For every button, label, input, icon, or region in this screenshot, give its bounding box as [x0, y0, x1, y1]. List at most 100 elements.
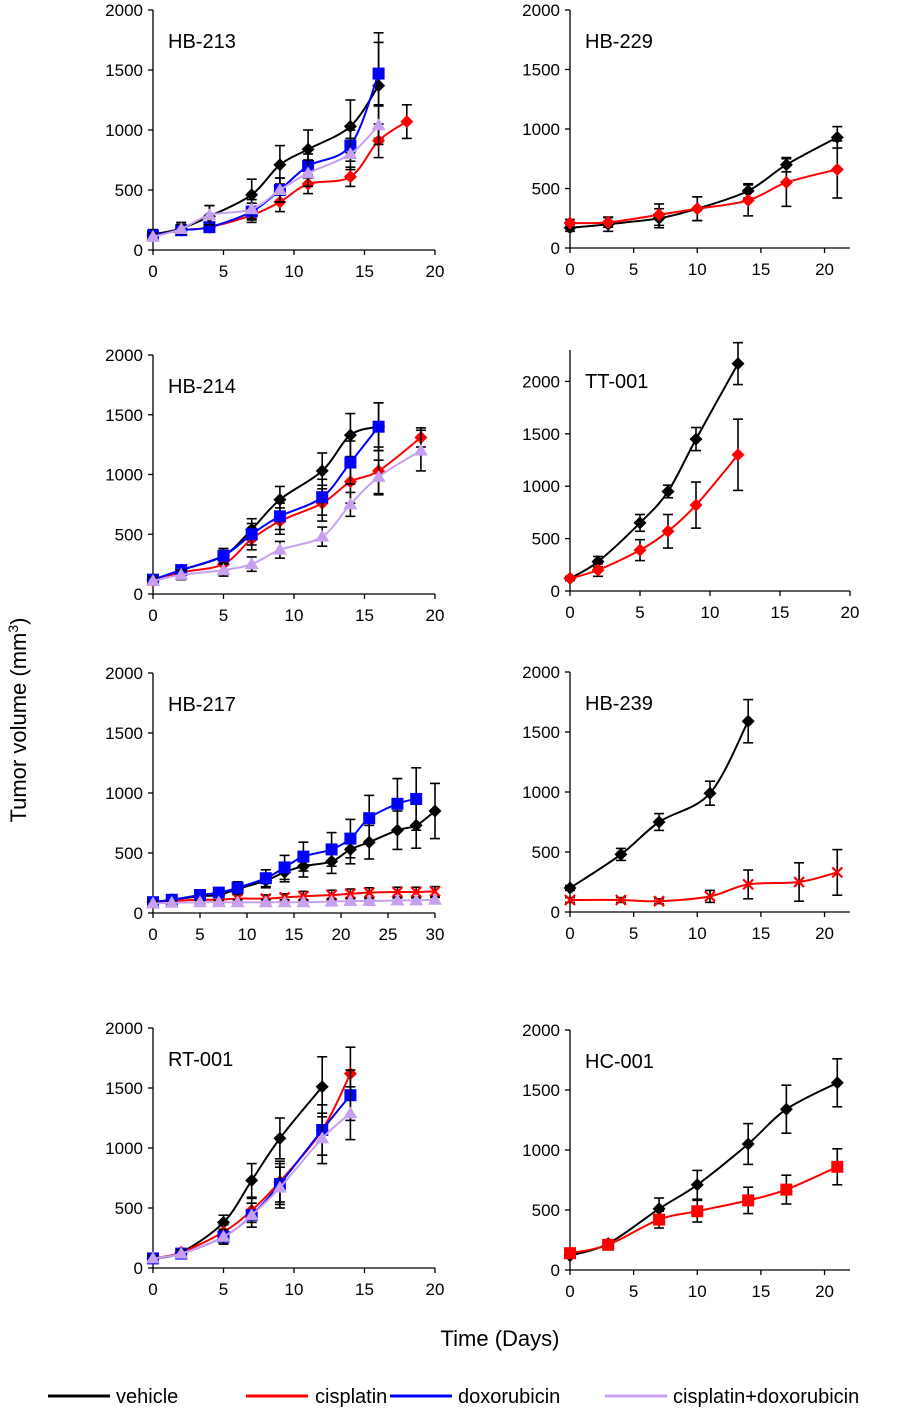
x-tick-label: 15: [751, 1282, 770, 1301]
y-tick-label: 500: [532, 1201, 560, 1220]
data-point: [216, 1229, 231, 1242]
data-point: [563, 216, 577, 230]
legend-label: cisplatin: [315, 1386, 387, 1408]
series-line: [152, 798, 417, 904]
x-tick-label: 10: [688, 924, 707, 943]
data-point: [428, 804, 442, 818]
x-tick-label: 20: [426, 606, 445, 625]
x-tick-label: 20: [426, 1280, 445, 1299]
y-tick-label: 1500: [522, 425, 560, 444]
data-point: [211, 895, 226, 908]
data-point: [780, 1183, 793, 1196]
data-point: [272, 542, 287, 555]
data-point: [315, 1080, 329, 1094]
data-point: [315, 464, 329, 478]
y-tick-label: 1000: [522, 1141, 560, 1160]
y-tick-label: 500: [115, 525, 143, 544]
y-tick-label: 500: [532, 180, 560, 199]
y-tick-label: 1500: [522, 1081, 560, 1100]
panel-title: HB-214: [168, 376, 236, 398]
y-tick-label: 1500: [522, 723, 560, 742]
series-cisplatin: [563, 418, 745, 585]
x-tick-label: 15: [285, 925, 304, 944]
y-tick-label: 1500: [105, 406, 143, 425]
data-point: [428, 892, 442, 905]
data-point: [259, 872, 272, 885]
data-point: [652, 815, 666, 829]
data-point: [273, 1131, 287, 1145]
data-point: [372, 420, 385, 433]
data-point: [244, 1208, 259, 1221]
x-tick-label: 0: [148, 925, 157, 944]
x-tick-label: 5: [629, 260, 638, 279]
y-tick-label: 1500: [522, 61, 560, 80]
data-point: [653, 895, 665, 907]
data-point: [174, 222, 189, 234]
data-point: [245, 528, 258, 541]
x-tick-label: 5: [629, 1282, 638, 1301]
y-tick-label: 0: [551, 903, 560, 922]
data-point: [371, 469, 386, 482]
x-tick-label: 10: [701, 603, 720, 622]
series-vehicle: [563, 341, 745, 585]
data-point: [362, 894, 377, 906]
x-tick-label: 20: [815, 924, 834, 943]
series-cisplatin-doxorubicin: [146, 105, 386, 242]
data-point: [273, 158, 287, 172]
series-cisplatin: [564, 848, 844, 907]
data-point: [146, 229, 160, 242]
data-point: [217, 1215, 230, 1229]
x-tick-label: 10: [238, 925, 257, 944]
chart-panel: 0 500 1000 1500 2000 0 5 10 15 20 HB-239: [522, 663, 850, 943]
y-tick-label: 2000: [105, 1019, 143, 1038]
data-point: [731, 448, 745, 462]
legend-item: doxorubicin: [390, 1386, 560, 1408]
series-line: [569, 1081, 838, 1257]
x-tick-label: 20: [815, 260, 834, 279]
data-point: [400, 115, 414, 129]
x-tick-label: 10: [285, 262, 304, 281]
chart-panel: 0 500 1000 1500 2000 0 5 10 15 20 RT-001: [105, 1019, 444, 1299]
data-point: [413, 443, 428, 456]
series-cisplatin-doxorubicin: [146, 429, 428, 586]
data-point: [563, 571, 577, 585]
x-tick-label: 5: [635, 603, 644, 622]
y-tick-label: 1500: [105, 724, 143, 743]
data-point: [212, 886, 225, 899]
data-point: [601, 215, 615, 229]
data-point: [244, 557, 259, 570]
data-point: [324, 894, 339, 907]
chart-panel: 0 500 1000 1500 2000 0 5 10 15 20 HB-213: [105, 1, 444, 281]
data-point: [410, 886, 422, 898]
series-vehicle: [563, 698, 755, 895]
series-cisplatin: [563, 140, 844, 230]
data-point: [602, 1238, 615, 1251]
series-cisplatin: [564, 1148, 844, 1260]
series-line: [152, 1086, 323, 1260]
data-point: [363, 886, 375, 899]
y-tick-label: 0: [134, 241, 143, 260]
x-tick-label: 10: [688, 260, 707, 279]
x-tick-label: 0: [148, 606, 157, 625]
data-point: [661, 484, 675, 498]
data-point: [272, 183, 287, 195]
data-point: [831, 1160, 844, 1173]
data-point: [344, 456, 357, 469]
y-tick-label: 1000: [105, 1139, 143, 1158]
panel-title: HB-217: [168, 694, 236, 716]
panel-title: RT-001: [168, 1049, 233, 1071]
data-point: [830, 162, 844, 176]
x-tick-label: 0: [148, 262, 157, 281]
panel-title: HB-239: [585, 693, 653, 715]
y-tick-label: 2000: [105, 664, 143, 683]
data-point: [343, 1106, 358, 1119]
data-point: [429, 885, 441, 898]
data-point: [741, 193, 755, 207]
data-point: [779, 176, 793, 190]
data-point: [273, 510, 286, 523]
series-line: [152, 85, 380, 236]
data-point: [591, 555, 605, 569]
data-point: [245, 188, 259, 202]
